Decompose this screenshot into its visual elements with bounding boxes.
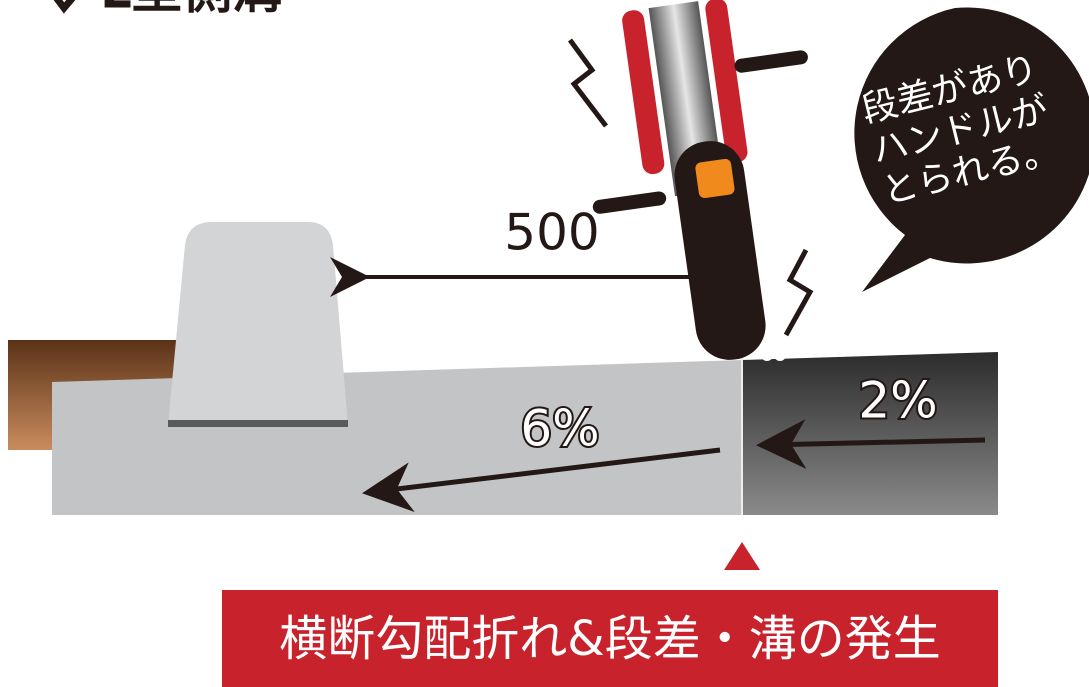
curb-base bbox=[168, 420, 348, 427]
slope-label: 6% bbox=[520, 400, 599, 458]
gutter bbox=[742, 352, 998, 515]
groove bbox=[774, 349, 786, 361]
shake-mark bbox=[567, 38, 608, 128]
bike bbox=[592, 0, 808, 360]
banner bbox=[222, 590, 998, 687]
slope-arrow bbox=[362, 447, 721, 513]
check-icon bbox=[53, 0, 76, 14]
banner-text: 横断勾配折れ&段差・溝の発生 bbox=[279, 611, 940, 667]
shake-mark bbox=[783, 248, 814, 337]
marker-triangle bbox=[724, 542, 760, 570]
curb bbox=[168, 222, 348, 425]
slope-arrow bbox=[756, 419, 986, 470]
distance-label: 500 bbox=[504, 204, 599, 262]
slope-label: 2% bbox=[858, 372, 937, 430]
road-gray bbox=[52, 360, 742, 515]
groove bbox=[761, 349, 773, 361]
speech-bubble bbox=[854, 7, 1089, 292]
title: L型側溝 bbox=[100, 0, 282, 20]
